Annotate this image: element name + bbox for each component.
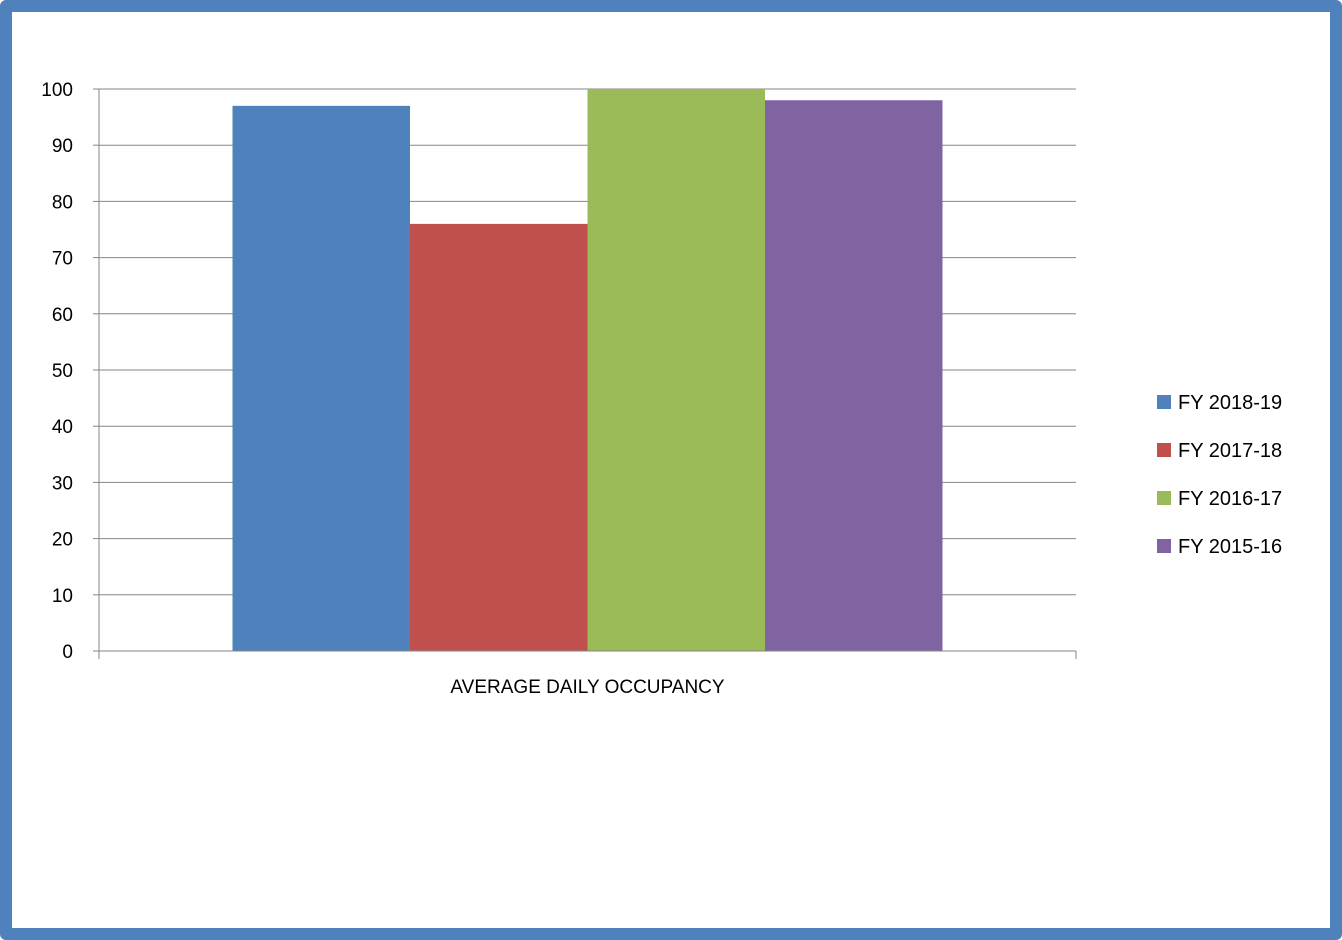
x-category-label: AVERAGE DAILY OCCUPANCY [450, 677, 724, 698]
legend-swatch [1157, 443, 1171, 457]
y-tick-label: 40 [52, 417, 73, 438]
bar [410, 223, 588, 651]
y-tick-label: 50 [52, 361, 73, 382]
y-tick-label: 80 [52, 192, 73, 213]
y-axis-tick-labels: 0 10 20 30 40 50 60 70 80 90 100 [41, 80, 73, 663]
bar [587, 89, 765, 651]
y-tick-label: 0 [62, 642, 73, 663]
legend-label: FY 2016-17 [1178, 488, 1282, 510]
y-tick-label: 30 [52, 473, 73, 494]
bars [232, 89, 943, 652]
y-tick-label: 60 [52, 305, 73, 326]
legend-label: FY 2015-16 [1178, 536, 1282, 558]
y-tick-label: 100 [41, 80, 73, 101]
legend-swatch [1157, 539, 1171, 553]
legend: FY 2018-19 FY 2017-18 FY 2016-17 FY 2015-16 [1157, 392, 1282, 558]
y-tick-label: 90 [52, 136, 73, 157]
bar [765, 100, 943, 652]
x-axis-category-labels: AVERAGE DAILY OCCUPANCY [450, 677, 724, 698]
bar [232, 105, 410, 652]
legend-label: FY 2018-19 [1178, 392, 1282, 414]
axes [93, 88, 1077, 659]
legend-swatch [1157, 395, 1171, 409]
legend-label: FY 2017-18 [1178, 440, 1282, 462]
legend-swatch [1157, 491, 1171, 505]
y-tick-label: 10 [52, 586, 73, 607]
y-tick-label: 20 [52, 530, 73, 551]
y-tick-label: 70 [52, 249, 73, 270]
